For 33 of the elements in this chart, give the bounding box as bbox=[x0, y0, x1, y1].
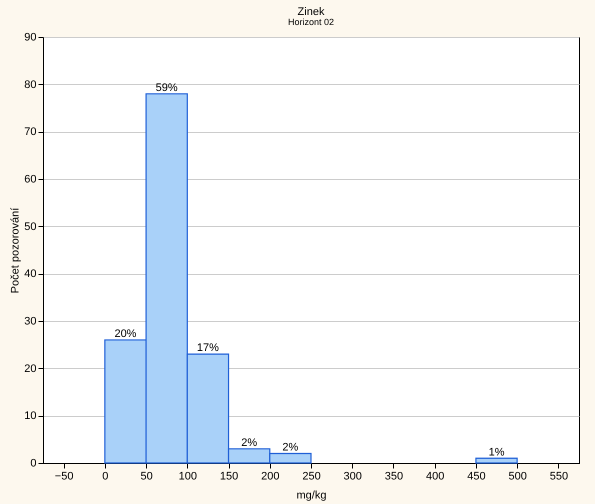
y-tick-label: 90 bbox=[24, 32, 36, 44]
x-tick-label: 100 bbox=[178, 470, 197, 482]
x-tick-label: 500 bbox=[508, 470, 527, 482]
y-tick-label: 60 bbox=[24, 174, 36, 186]
y-tick-label: 0 bbox=[30, 458, 36, 470]
x-tick-label: 250 bbox=[302, 470, 321, 482]
chart-subtitle: Horizont 02 bbox=[288, 17, 334, 27]
x-tick-label: 400 bbox=[426, 470, 444, 482]
x-tick-label: 200 bbox=[261, 470, 280, 482]
x-axis-title: mg/kg bbox=[296, 490, 326, 502]
y-tick-label: 80 bbox=[24, 78, 36, 91]
x-tick-label: 550 bbox=[550, 470, 568, 482]
x-tick-label: 300 bbox=[344, 470, 362, 482]
y-tick-label: 20 bbox=[24, 362, 36, 375]
annotation: 20% bbox=[114, 328, 137, 340]
y-tick-label: 40 bbox=[24, 268, 36, 280]
chart-title: Zinek bbox=[298, 6, 325, 18]
x-tick-label: 350 bbox=[384, 470, 404, 482]
y-axis-title: Počet pozorování bbox=[9, 206, 22, 294]
y-tick-label: 30 bbox=[24, 316, 36, 328]
x-tick-label: −50 bbox=[54, 470, 74, 482]
annotation: 2% bbox=[282, 442, 299, 454]
annotation: 17% bbox=[196, 342, 220, 354]
y-tick-label: 70 bbox=[24, 126, 36, 138]
y-tick-label: 10 bbox=[24, 410, 36, 422]
annotation: 59% bbox=[156, 82, 178, 94]
annotation: 2% bbox=[241, 436, 258, 449]
annotation: 1% bbox=[488, 446, 505, 458]
x-tick-label: 150 bbox=[220, 470, 238, 482]
x-tick-label: 0 bbox=[102, 470, 108, 482]
x-tick-label: 50 bbox=[140, 470, 153, 482]
x-tick-label: 450 bbox=[467, 470, 486, 482]
y-tick-label: 50 bbox=[24, 220, 36, 233]
